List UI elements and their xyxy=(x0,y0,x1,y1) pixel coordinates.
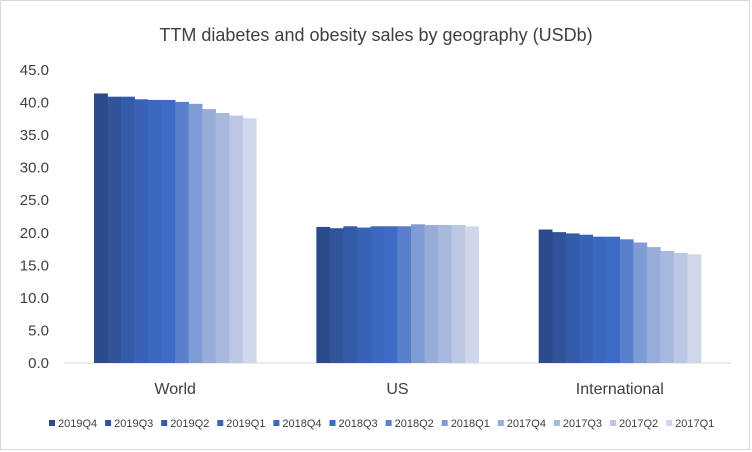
bar xyxy=(552,232,567,363)
bar xyxy=(343,226,358,363)
y-tick-label: 10.0 xyxy=(20,290,49,307)
y-tick-label: 40.0 xyxy=(20,95,49,112)
bar xyxy=(411,224,425,363)
bar xyxy=(673,252,688,363)
bar-groups xyxy=(94,93,702,364)
category-labels: World US International xyxy=(154,381,663,398)
chart-title: TTM diabetes and obesity sales by geogra… xyxy=(159,25,592,45)
legend-label: 2019Q3 xyxy=(114,418,153,430)
legend-swatch xyxy=(105,420,112,426)
legend-item: 2018Q4 xyxy=(273,418,322,430)
y-tick-label: 5.0 xyxy=(28,322,49,339)
legend-label: 2017Q4 xyxy=(507,418,546,430)
y-tick-label: 20.0 xyxy=(20,225,49,242)
bar xyxy=(451,224,466,363)
bar xyxy=(175,101,189,363)
legend-swatch xyxy=(385,420,392,426)
bar xyxy=(579,234,594,363)
legend-swatch xyxy=(553,420,560,426)
legend-label: 2019Q4 xyxy=(58,418,97,430)
legend-label: 2019Q2 xyxy=(170,418,209,430)
bar xyxy=(188,103,203,363)
bar xyxy=(592,236,607,363)
bar xyxy=(383,226,398,363)
legend-item: 2017Q3 xyxy=(553,418,602,430)
legend-label: 2017Q2 xyxy=(619,418,658,430)
legend-item: 2019Q1 xyxy=(217,418,265,430)
bar xyxy=(370,226,385,363)
legend-item: 2019Q4 xyxy=(49,418,97,430)
bar xyxy=(134,99,149,364)
category-label: US xyxy=(386,381,408,398)
bar xyxy=(633,242,648,363)
y-tick-label: 45.0 xyxy=(20,62,49,79)
legend-swatch xyxy=(217,420,224,426)
bar xyxy=(94,93,108,363)
legend-item: 2018Q3 xyxy=(329,418,378,430)
bar xyxy=(538,229,553,363)
legend-item: 2018Q2 xyxy=(385,418,434,430)
bar-group-international xyxy=(538,229,702,363)
bar xyxy=(107,96,122,363)
category-label: International xyxy=(576,381,664,398)
bar xyxy=(397,226,412,363)
bar xyxy=(242,118,257,363)
legend-swatch xyxy=(610,420,616,426)
bar xyxy=(356,227,371,363)
bar xyxy=(148,99,162,363)
bar-group-world xyxy=(94,93,257,364)
bar xyxy=(215,112,230,364)
bar xyxy=(202,109,217,363)
legend-swatch xyxy=(441,420,448,426)
y-tick-label: 30.0 xyxy=(20,160,49,177)
legend-label: 2018Q3 xyxy=(339,418,378,430)
bar xyxy=(161,99,176,363)
y-axis-ticks: 0.0 5.0 10.0 15.0 20.0 25.0 30.0 35.0 40.0 45.0 xyxy=(20,62,49,372)
bar xyxy=(316,226,331,363)
legend: 2019Q4 2019Q3 2019Q2 2019Q1 2018Q4 2018Q3 2018… xyxy=(49,418,714,430)
legend-label: 2017Q1 xyxy=(675,418,714,430)
category-label: World xyxy=(154,381,196,398)
y-tick-label: 35.0 xyxy=(20,127,49,144)
bar xyxy=(329,228,344,363)
bar xyxy=(660,251,675,363)
y-tick-label: 0.0 xyxy=(28,355,49,372)
legend-label: 2018Q1 xyxy=(451,418,490,430)
bar xyxy=(229,115,244,363)
legend-swatch xyxy=(666,420,673,426)
bar xyxy=(619,239,634,363)
legend-item: 2018Q1 xyxy=(441,418,490,430)
bar xyxy=(424,224,439,363)
legend-swatch xyxy=(329,420,336,426)
legend-swatch xyxy=(497,420,504,426)
bar xyxy=(687,254,702,363)
legend-item: 2019Q2 xyxy=(161,418,209,430)
legend-label: 2017Q3 xyxy=(563,418,602,430)
bar xyxy=(565,233,580,363)
legend-item: 2019Q3 xyxy=(105,418,153,430)
bar-group-us xyxy=(316,224,479,363)
bar xyxy=(121,96,135,363)
legend-label: 2018Q4 xyxy=(282,418,321,430)
bar xyxy=(438,224,452,363)
y-tick-label: 25.0 xyxy=(20,192,49,209)
y-tick-label: 15.0 xyxy=(20,257,49,274)
legend-swatch xyxy=(49,420,55,426)
bar xyxy=(606,236,621,363)
legend-swatch xyxy=(273,420,280,426)
legend-label: 2018Q2 xyxy=(395,418,434,430)
legend-item: 2017Q4 xyxy=(497,418,546,430)
bar xyxy=(465,226,479,363)
legend-label: 2019Q1 xyxy=(226,418,265,430)
bar xyxy=(646,247,661,363)
legend-item: 2017Q2 xyxy=(610,418,658,430)
legend-swatch xyxy=(161,420,168,426)
legend-item: 2017Q1 xyxy=(666,418,714,430)
